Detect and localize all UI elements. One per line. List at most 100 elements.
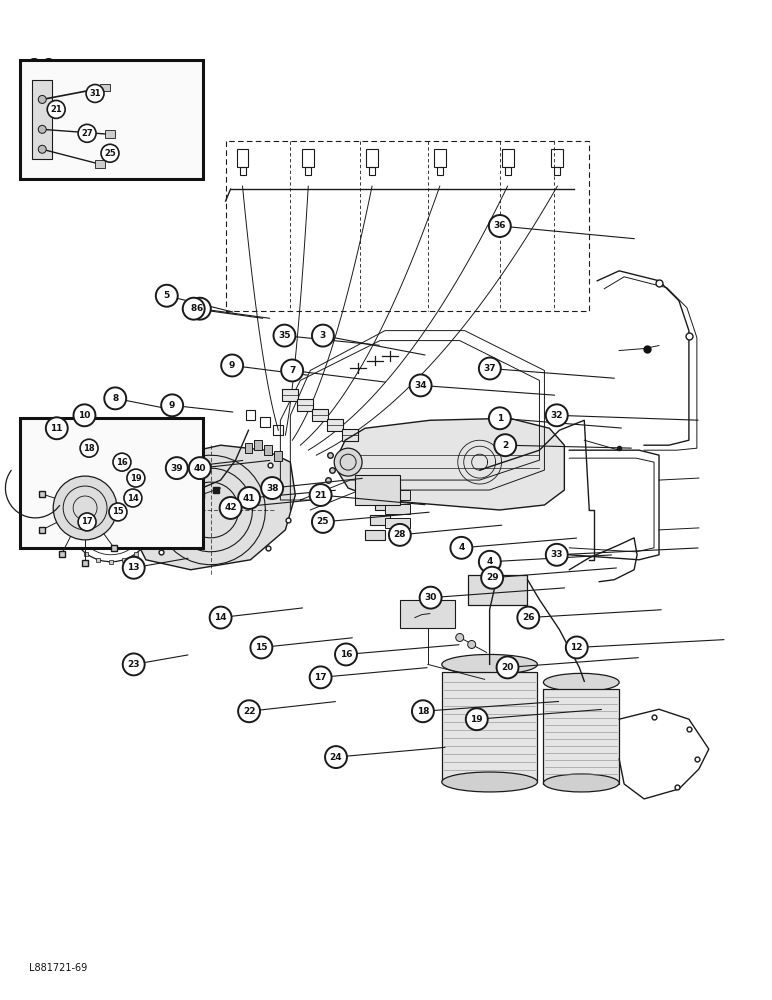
Bar: [134, 552, 137, 556]
Text: 5: 5: [164, 291, 170, 300]
Bar: [505, 167, 510, 175]
Circle shape: [312, 511, 334, 533]
Text: 9: 9: [169, 401, 175, 410]
Bar: [369, 167, 375, 175]
Circle shape: [86, 85, 104, 102]
Text: 24: 24: [330, 753, 342, 762]
Text: 32: 32: [550, 411, 563, 420]
Text: 25: 25: [104, 149, 116, 158]
Circle shape: [127, 469, 145, 487]
Text: 13: 13: [127, 563, 140, 572]
Bar: [69, 505, 73, 509]
Bar: [437, 167, 443, 175]
Circle shape: [47, 100, 65, 118]
Text: 16: 16: [116, 458, 128, 467]
Circle shape: [310, 484, 332, 506]
Bar: [312, 409, 328, 421]
Circle shape: [113, 453, 131, 471]
Text: 34: 34: [415, 381, 427, 390]
Bar: [239, 167, 245, 175]
Text: 8: 8: [191, 304, 197, 313]
Bar: [143, 493, 147, 497]
Circle shape: [546, 544, 567, 566]
Bar: [380, 485, 400, 495]
Circle shape: [222, 355, 243, 376]
Text: 21: 21: [314, 491, 327, 500]
Circle shape: [273, 325, 296, 347]
Text: 23: 23: [127, 660, 140, 669]
Circle shape: [238, 487, 260, 509]
Text: 14: 14: [215, 613, 227, 622]
Bar: [109, 476, 113, 480]
Circle shape: [325, 746, 347, 768]
Text: 42: 42: [225, 503, 237, 512]
Bar: [385, 518, 410, 528]
Bar: [260, 417, 270, 427]
Circle shape: [494, 434, 516, 456]
Circle shape: [450, 537, 472, 559]
Circle shape: [489, 215, 511, 237]
Bar: [365, 530, 385, 540]
Text: 16: 16: [340, 650, 352, 659]
Circle shape: [412, 700, 434, 722]
Bar: [100, 84, 110, 91]
Text: 21: 21: [50, 105, 62, 114]
Circle shape: [104, 387, 126, 409]
Bar: [468, 575, 527, 605]
Circle shape: [80, 439, 98, 457]
Bar: [366, 149, 378, 167]
Bar: [67, 518, 71, 522]
Bar: [342, 429, 358, 441]
Bar: [255, 440, 262, 450]
Circle shape: [39, 125, 46, 133]
Bar: [84, 552, 88, 556]
Text: 29: 29: [486, 573, 499, 582]
Text: 33: 33: [550, 550, 563, 559]
Bar: [327, 419, 344, 431]
Text: 18: 18: [417, 707, 429, 716]
Circle shape: [335, 643, 357, 665]
Text: 20: 20: [501, 663, 513, 672]
Circle shape: [468, 640, 476, 648]
Circle shape: [334, 448, 362, 476]
Circle shape: [156, 285, 178, 307]
Circle shape: [479, 358, 501, 379]
Bar: [96, 558, 100, 562]
Bar: [122, 478, 126, 482]
Bar: [274, 451, 283, 461]
Circle shape: [109, 503, 127, 521]
Text: 22: 22: [243, 707, 256, 716]
Bar: [265, 445, 273, 455]
Text: 25: 25: [317, 517, 329, 526]
Text: 10: 10: [78, 411, 90, 420]
Text: 4: 4: [459, 543, 465, 552]
Bar: [236, 149, 249, 167]
Bar: [96, 478, 100, 482]
Circle shape: [161, 394, 183, 416]
Bar: [20, 60, 203, 179]
Circle shape: [389, 524, 411, 546]
Bar: [69, 531, 73, 535]
Text: 3: 3: [320, 331, 326, 340]
Bar: [149, 531, 153, 535]
Circle shape: [166, 457, 188, 479]
Circle shape: [123, 557, 144, 579]
Text: 26: 26: [522, 613, 534, 622]
Text: 12: 12: [571, 643, 583, 652]
Bar: [245, 410, 256, 420]
Ellipse shape: [442, 772, 537, 792]
Bar: [134, 484, 137, 488]
Bar: [355, 475, 400, 505]
Text: 17: 17: [81, 517, 93, 526]
Circle shape: [73, 404, 96, 426]
Ellipse shape: [543, 774, 619, 792]
Bar: [551, 149, 564, 167]
Circle shape: [261, 477, 283, 499]
Circle shape: [53, 476, 117, 540]
Text: 1: 1: [496, 414, 503, 423]
Bar: [370, 515, 390, 525]
Circle shape: [39, 95, 46, 103]
Circle shape: [481, 567, 503, 589]
Bar: [305, 167, 311, 175]
Circle shape: [312, 325, 334, 347]
